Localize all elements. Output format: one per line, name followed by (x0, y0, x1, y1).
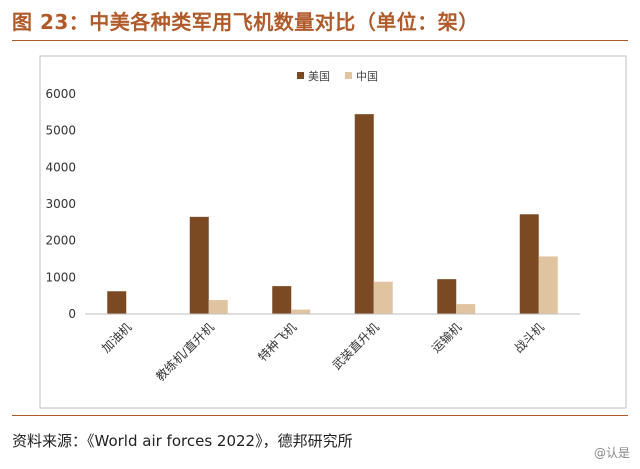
x-tick-label: 加油机 (99, 320, 134, 355)
x-tick-label: 教练机/直升机 (152, 320, 216, 384)
bar-chart: 美国 中国 0 1000 2000 3000 4000 5000 6000 加油机 教练机/直… (39, 55, 627, 409)
x-tick-label: 特种飞机 (255, 320, 300, 365)
y-axis: 0 1000 2000 3000 4000 5000 6000 (45, 87, 76, 321)
legend-swatch-usa (297, 72, 304, 79)
x-tick-label: 武装直升机 (330, 320, 382, 372)
y-tick-label: 6000 (45, 87, 76, 101)
x-tick-label: 运输机 (428, 320, 464, 356)
bar-china (538, 256, 558, 314)
y-tick-label: 2000 (45, 234, 76, 248)
bars (107, 114, 558, 315)
legend-swatch-china (345, 72, 352, 79)
source-note: 资料来源：《World air forces 2022》，德邦研究所 (12, 432, 353, 450)
y-tick-label: 1000 (45, 270, 76, 284)
bar-china (456, 304, 476, 314)
title-divider (12, 40, 628, 41)
bar-china (208, 300, 228, 314)
x-axis: 加油机 教练机/直升机 特种飞机 武装直升机 运输机 战斗机 (99, 320, 547, 384)
bar-usa (107, 291, 127, 314)
watermark: @认是 (593, 446, 630, 460)
y-tick-label: 0 (68, 307, 76, 321)
legend-label-china: 中国 (356, 70, 378, 83)
legend-label-usa: 美国 (308, 70, 330, 83)
bar-usa (354, 114, 374, 315)
y-tick-label: 3000 (45, 197, 76, 211)
bar-usa (272, 286, 292, 314)
bar-china (373, 281, 393, 314)
source-divider (12, 415, 628, 416)
legend: 美国 中国 (297, 70, 378, 83)
figure-title: 图 23：中美各种类军用飞机数量对比（单位：架） (12, 10, 479, 34)
y-tick-label: 5000 (45, 124, 76, 138)
bar-usa (437, 279, 457, 314)
bar-usa (519, 214, 539, 314)
x-tick-label: 战斗机 (512, 320, 547, 355)
y-tick-label: 4000 (45, 160, 76, 174)
plot-frame (39, 55, 627, 409)
bar-china (291, 309, 311, 314)
bar-usa (189, 216, 209, 314)
